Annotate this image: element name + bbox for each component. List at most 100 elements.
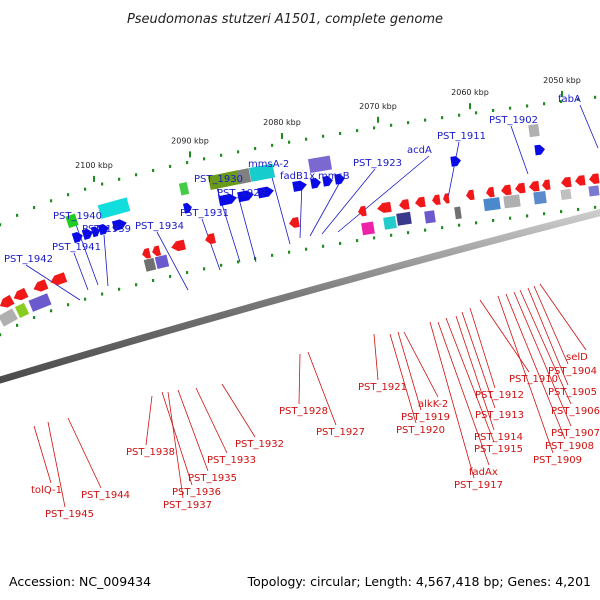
forward-gene-arrow: [534, 144, 545, 156]
forward-feature-box: [248, 163, 276, 182]
tick-mark-outer: [458, 113, 461, 117]
leader-line: [309, 181, 341, 237]
tick-mark-outer: [373, 126, 376, 130]
reverse-gene-label: fadAx: [469, 467, 498, 478]
reverse-gene-label: PST_1904: [548, 366, 597, 377]
tick-mark-inner: [288, 250, 291, 254]
reverse-feature-box: [361, 221, 375, 236]
leader-line: [201, 218, 221, 271]
genome-backbone: [0, 208, 600, 384]
reverse-feature-box: [143, 257, 157, 272]
leader-line: [103, 234, 109, 287]
forward-gene-label: PST_1929: [217, 188, 266, 199]
leader-line: [156, 231, 189, 291]
tick-mark-inner: [186, 271, 189, 275]
tick-mark-inner: [560, 210, 563, 214]
reverse-feature-box: [533, 191, 547, 205]
tick-mark-inner: [356, 239, 359, 243]
forward-gene-label: PST_1940: [53, 211, 102, 222]
tick-mark-inner: [390, 233, 393, 237]
tick-mark-outer: [254, 147, 257, 151]
leader-line: [307, 351, 337, 426]
reverse-gene-label: PST_1915: [474, 444, 523, 455]
forward-gene-label: PST_1931: [180, 208, 229, 219]
leader-line: [469, 307, 496, 389]
tick-mark-inner: [84, 297, 87, 301]
leader-line: [73, 252, 89, 291]
reverse-gene-label: PST_1932: [235, 439, 284, 450]
leader-line: [519, 289, 572, 405]
gene-track: [0, 123, 600, 327]
tick-mark-inner: [237, 260, 240, 264]
scale-label: 2080 kbp: [263, 118, 301, 127]
forward-gene-arrow: [292, 180, 307, 192]
reverse-gene-label: PST_1928: [279, 406, 328, 417]
tick-mark-outer: [271, 143, 274, 147]
tick-mark-outer: [390, 123, 393, 127]
forward-gene-arrow: [218, 193, 237, 207]
tick-mark-outer: [186, 161, 189, 165]
tick-mark-outer: [0, 223, 2, 227]
reverse-gene-arrow: [529, 180, 540, 192]
reverse-gene-arrow: [486, 186, 495, 198]
tick-mark-inner: [458, 223, 461, 227]
map-title: Pseudomonas stutzeri A1501, complete gen…: [127, 12, 443, 27]
tick-mark-inner: [543, 212, 546, 216]
reverse-gene-arrow: [0, 294, 15, 308]
scale-label: 2060 kbp: [451, 88, 489, 97]
reverse-gene-label: alkK-2: [418, 399, 448, 410]
tick-mark-outer: [152, 168, 155, 172]
leader-line: [445, 317, 495, 443]
tick-mark-inner: [67, 303, 70, 307]
reverse-feature-box: [154, 254, 170, 270]
tick-mark-inner: [577, 207, 580, 211]
reverse-gene-label: PST_1910: [509, 374, 558, 385]
reverse-gene-arrow: [358, 205, 367, 217]
reverse-gene-label: PST_1944: [81, 490, 130, 501]
reverse-gene-arrow: [171, 239, 186, 252]
scale-label: 2070 kbp: [359, 102, 397, 111]
forward-gene-label: mmsA-2: [248, 159, 289, 170]
leader-line: [510, 125, 529, 175]
reverse-gene-label: PST_1933: [207, 455, 256, 466]
scale-marks: 2100 kbp 2090 kbp 2080 kbp 2070 kbp 2060 kbp…: [75, 76, 581, 182]
tick-mark-inner: [169, 274, 172, 278]
tick-mark-outer: [118, 177, 121, 181]
reverse-gene-arrow: [142, 247, 152, 259]
leader-line: [389, 333, 417, 424]
leader-line: [74, 221, 99, 286]
reverse-gene-label: PST_1906: [551, 406, 600, 417]
reverse-feature-box: [424, 210, 436, 224]
reverse-gene-label: PST_1945: [45, 509, 94, 520]
forward-feature-box: [178, 181, 190, 196]
leader-line: [321, 168, 376, 235]
leader-line: [513, 291, 572, 427]
reverse-gene-arrow: [443, 193, 450, 204]
forward-gene-arrow: [334, 173, 345, 185]
tick-mark-outer: [543, 102, 546, 106]
reverse-gene-label: PST_1938: [126, 447, 175, 458]
forward-gene-arrow: [450, 156, 461, 167]
tick-mark-inner: [33, 316, 36, 320]
tick-mark-outer: [339, 131, 342, 135]
reverse-gene-label: PST_1937: [163, 500, 212, 511]
forward-gene-arrow: [183, 202, 192, 214]
reverse-gene-arrow: [501, 184, 512, 196]
tick-mark-inner: [50, 309, 53, 313]
forward-gene-label: PST_1934: [135, 221, 184, 232]
leader-line: [403, 331, 439, 398]
tick-mark-inner: [594, 205, 597, 209]
tick-mark-outer: [50, 199, 53, 203]
forward-gene-label: PST_1923: [353, 158, 402, 169]
reverse-feature-box: [0, 308, 18, 327]
leader-line: [539, 283, 587, 351]
tick-mark-inner: [220, 263, 223, 267]
scale-label: 2100 kbp: [75, 161, 113, 170]
leader-line: [397, 331, 422, 411]
forward-feature-box: [528, 123, 540, 138]
leader-line: [298, 353, 301, 405]
tick-mark-outer: [135, 173, 138, 177]
tick-mark-outer: [407, 121, 410, 125]
reverse-gene-arrow: [575, 175, 586, 186]
